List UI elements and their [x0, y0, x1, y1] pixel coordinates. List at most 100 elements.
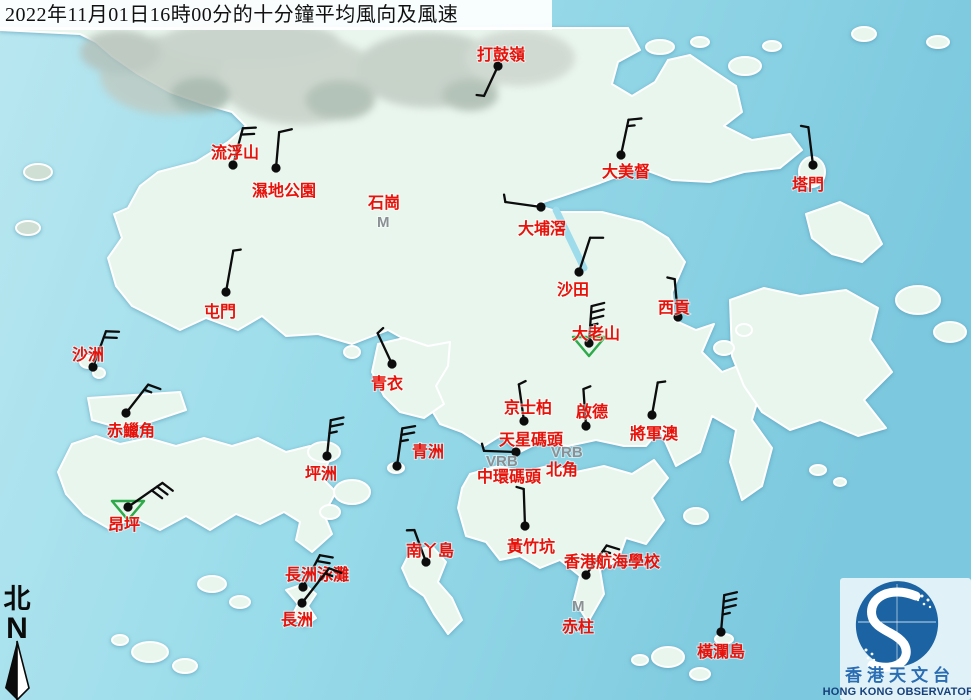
double-haven-islands: [805, 201, 883, 263]
station-天星碼頭: 天星碼頭: [480, 430, 565, 457]
station-dot: [519, 416, 529, 426]
station-label: 天星碼頭: [499, 431, 564, 449]
station-label: 香港航海學校: [563, 552, 661, 571]
station-label: 北角: [546, 460, 578, 479]
station-label: 濕地公園: [252, 181, 316, 200]
station-label: 沙田: [557, 281, 589, 299]
wind-barb-icon: [126, 481, 174, 509]
station-dot: [536, 202, 546, 212]
station-status: M: [572, 598, 585, 615]
station-label: 啟德: [576, 402, 608, 421]
wind-barb-icon: [325, 416, 345, 458]
wind-barb-icon: [666, 276, 680, 319]
station-dot: [647, 410, 657, 420]
station-dot: [221, 287, 231, 297]
station-坪洲: 坪洲: [304, 416, 345, 484]
station-label: 中環碼頭: [477, 467, 542, 486]
wind-barb-icon: [91, 330, 121, 369]
wind-barb-icon: [517, 379, 527, 423]
station-黃竹坑: 黃竹坑: [505, 485, 556, 557]
wind-barb-icon: [274, 128, 293, 170]
station-打鼓嶺: 打鼓嶺: [475, 44, 526, 98]
station-dot: [511, 447, 521, 457]
station-濕地公園: 濕地公園: [251, 128, 317, 201]
station-label: 大美督: [602, 162, 650, 181]
deep-bay-islets: [15, 163, 53, 236]
station-青洲: 青洲: [392, 424, 445, 471]
station-沙田: 沙田: [556, 236, 605, 300]
wind-barb-icon: [231, 126, 257, 167]
gust-triangle-icon: [110, 499, 146, 522]
hong-kong-island: [457, 459, 669, 623]
land-masses: [0, 26, 967, 681]
wind-barb-icon: [650, 380, 667, 417]
station-南丫島: 南丫島: [405, 528, 455, 567]
lamma-island: [401, 545, 463, 635]
station-將軍澳: 將軍澳: [629, 380, 680, 444]
wind-barb-icon: [224, 248, 242, 294]
wind-barb-icon: [124, 383, 162, 415]
station-香港航海學校: 香港航海學校: [562, 544, 662, 580]
station-石崗: M 石崗: [366, 192, 401, 232]
station-大美督: 大美督: [601, 117, 651, 182]
station-label: 橫瀾島: [697, 642, 745, 661]
wind-barb-icon: [799, 124, 815, 167]
station-屯門: 屯門: [203, 248, 242, 322]
station-橫瀾島: 橫瀾島: [696, 591, 746, 662]
north-compass: 北 N: [4, 584, 31, 700]
wind-barb-icon: [475, 64, 500, 98]
airport-island: [87, 391, 187, 429]
station-赤鱲角: 赤鱲角: [106, 383, 162, 441]
station-dot: [716, 627, 726, 637]
wind-barb-icon: [395, 424, 417, 468]
logo-chinese-name: 香港天文台: [845, 665, 955, 685]
wind-barb-icon: [584, 544, 621, 577]
station-京士柏: 京士柏: [503, 379, 553, 426]
station-西貢: 西貢: [657, 276, 691, 322]
station-dot: [808, 160, 818, 170]
station-dot: [581, 421, 591, 431]
station-label: 青衣: [371, 374, 403, 393]
station-dot: [322, 451, 332, 461]
station-dot: [581, 570, 591, 580]
wind-barb-icon: [301, 554, 334, 589]
lantau-island: [57, 435, 337, 553]
station-沙洲: 沙洲: [71, 330, 121, 372]
station-大埔滘: 大埔滘: [502, 193, 567, 239]
compass-north-letter: N: [6, 612, 28, 645]
station-label: 大埔滘: [518, 219, 566, 238]
station-label: 沙洲: [72, 346, 104, 364]
station-label: 黃竹坑: [506, 537, 555, 556]
station-大老山: 大老山: [571, 301, 621, 358]
hko-logo: 香港天文台 HONG KONG OBSERVATORY: [823, 578, 971, 700]
urban-texture: [80, 20, 575, 125]
station-label: 南丫島: [406, 541, 454, 560]
wind-barb-icon: [582, 385, 592, 428]
mainland: [0, 27, 803, 501]
station-流浮山: 流浮山: [210, 126, 260, 170]
station-status: M: [377, 214, 390, 231]
station-塔門: 塔門: [791, 124, 825, 195]
station-青衣: 青衣: [370, 326, 404, 394]
station-dot: [88, 362, 98, 372]
wind-barb-icon: [502, 193, 543, 209]
logo-english-name: HONG KONG OBSERVATORY: [823, 686, 971, 698]
station-dot: [584, 338, 594, 348]
station-status: VRB: [486, 453, 518, 470]
station-昂坪: 昂坪: [107, 481, 174, 535]
station-dot: [421, 557, 431, 567]
station-赤柱: M 赤柱: [561, 597, 595, 637]
station-啟德: 啟德: [575, 385, 609, 431]
station-label: 塔門: [792, 175, 824, 194]
station-label: 長洲泳灘: [285, 565, 349, 584]
station-status: VRB: [551, 444, 583, 461]
station-dot: [616, 150, 626, 160]
station-dot: [574, 267, 584, 277]
wind-barb-icon: [515, 485, 527, 528]
wind-barb-icon: [405, 528, 428, 564]
station-dot: [387, 359, 397, 369]
